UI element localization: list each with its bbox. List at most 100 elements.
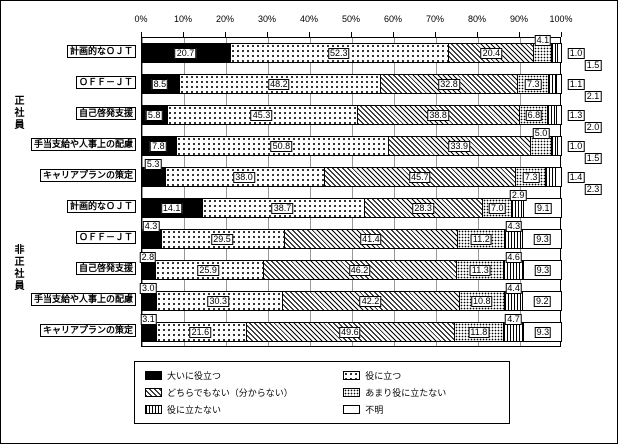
axis-tick-mark (393, 32, 394, 37)
category-label: キャリアプランの策定 (39, 169, 136, 182)
bar-row (142, 229, 562, 249)
value-label: 10.8 (471, 296, 493, 307)
group-label: 非正社員 (12, 243, 23, 292)
bar-row (142, 136, 562, 156)
value-label: 5.3 (144, 159, 162, 170)
value-label: 2.8 (139, 252, 157, 263)
legend-swatch (145, 388, 162, 397)
bar-segment (143, 168, 166, 186)
bar-segment (504, 230, 523, 248)
value-label: 9.2 (533, 296, 551, 307)
legend-item: あまり役に立たない (343, 386, 499, 399)
axis-tick-label: 60% (383, 14, 403, 24)
value-label: 1.4 (567, 172, 585, 183)
value-label: 2.0 (584, 122, 602, 133)
value-label: 2.1 (584, 91, 602, 102)
value-label: 45.3 (250, 110, 273, 121)
axis-tick-mark (519, 32, 520, 37)
legend-item: 役に立たない (145, 403, 343, 416)
bar-segment (143, 323, 156, 341)
axis-tick-label: 20% (215, 14, 235, 24)
category-label: 計画的なＯＪＴ (66, 45, 136, 58)
category-label: ＯＦＦ－ＪＴ (75, 231, 136, 244)
value-label: 7.8 (150, 141, 167, 152)
category-label: ＯＦＦ－ＪＴ (75, 76, 136, 89)
legend-item: 役に立つ (343, 369, 499, 382)
legend-swatch (343, 371, 361, 380)
axis-tick-label: 40% (299, 14, 319, 24)
category-label: キャリアプランの策定 (39, 324, 136, 337)
value-label: 5.0 (532, 128, 550, 139)
bar-segment (143, 261, 155, 279)
bar-row (142, 74, 562, 94)
value-label: 11.8 (468, 327, 490, 338)
value-label: 29.5 (211, 234, 233, 245)
value-label: 6.8 (525, 110, 543, 121)
bar-segment (545, 168, 556, 186)
value-label: 14.1 (160, 203, 183, 214)
bar-segment (555, 106, 561, 124)
value-label: 33.9 (448, 141, 471, 152)
category-label: 自己啓発支援 (75, 262, 136, 275)
legend-swatch (145, 405, 162, 414)
value-label: 50.8 (270, 141, 293, 152)
group-label: 正社員 (12, 95, 23, 131)
value-label: 7.3 (522, 172, 540, 183)
category-label: 計画的なＯＪＴ (66, 200, 136, 213)
axis-tick-mark (183, 32, 184, 37)
chart-legend: 大いに役立つ 役に立つ どちらでもない（分からない） あまり役に立たない 役に立たない 不… (134, 361, 510, 424)
bar-segment (529, 137, 551, 155)
bar-segment (503, 292, 523, 310)
value-label: 4.7 (505, 314, 522, 325)
bar-segment (511, 199, 524, 217)
value-label: 1.5 (584, 153, 602, 164)
bar-segment (547, 106, 556, 124)
value-label: 11.2 (470, 234, 492, 245)
value-label: 7.0 (489, 203, 506, 214)
value-label: 7.3 (524, 79, 542, 90)
legend-item: 不明 (343, 403, 499, 416)
bar-segment (503, 261, 523, 279)
axis-tick-mark (309, 32, 310, 37)
legend-swatch (343, 388, 361, 397)
value-label: 45.7 (409, 172, 431, 183)
bar-row (142, 291, 562, 311)
axis-tick-label: 30% (257, 14, 277, 24)
value-label: 21.6 (189, 327, 212, 338)
value-label: 5.8 (145, 110, 163, 121)
value-label: 4.3 (142, 221, 160, 232)
bar-row (142, 167, 562, 187)
value-label: 48.2 (268, 79, 290, 90)
axis-tick-label: 0% (134, 14, 148, 24)
value-label: 8.5 (151, 79, 169, 90)
plot-area: 20.7 52.3 20.4 4.1 1.0 1.5 8.5 48.2 32.8 7.3 1.1 2.… (139, 35, 602, 347)
value-label: 25.9 (197, 265, 219, 276)
axis-tick-mark (435, 32, 436, 37)
axis-tick-mark (141, 32, 142, 37)
axis-tick-mark (267, 32, 268, 37)
bar-segment (555, 168, 561, 186)
value-label: 4.3 (505, 221, 523, 232)
value-label: 11.3 (469, 265, 491, 276)
value-label: 41.4 (360, 234, 382, 245)
value-label: 30.3 (207, 296, 229, 307)
bar-segment (550, 44, 557, 62)
axis-tick-mark (225, 32, 226, 37)
value-label: 1.3 (567, 110, 585, 121)
legend-label: どちらでもない（分からない） (167, 388, 293, 398)
axis-tick-label: 70% (425, 14, 445, 24)
value-label: 1.0 (567, 48, 585, 59)
value-label: 2.3 (584, 184, 602, 195)
value-label: 28.3 (412, 203, 434, 214)
value-label: 9.1 (535, 203, 552, 214)
axis-tick-label: 10% (173, 14, 193, 24)
value-label: 20.7 (174, 48, 197, 59)
legend-label: あまり役に立たない (365, 388, 447, 398)
axis-tick-mark (351, 32, 352, 37)
value-label: 9.3 (534, 234, 551, 245)
legend-swatch (343, 405, 361, 414)
value-label: 9.3 (534, 265, 552, 276)
value-label: 20.4 (480, 48, 503, 59)
value-label: 46.2 (348, 265, 371, 276)
